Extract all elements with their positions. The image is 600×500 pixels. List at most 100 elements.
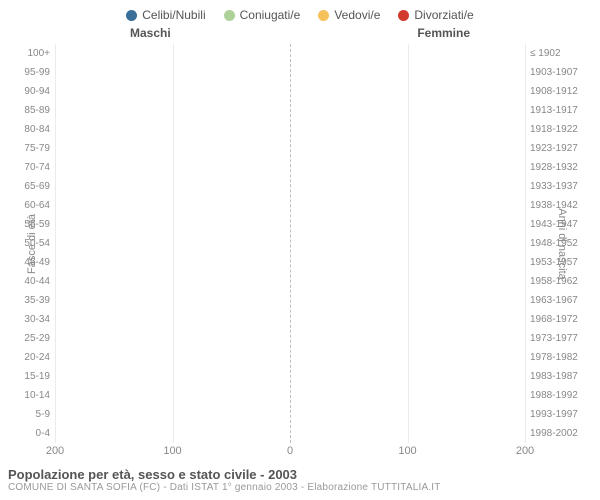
- bar-area: [55, 101, 525, 120]
- year-label: 1918-1922: [530, 124, 600, 135]
- header-male: Maschi: [130, 26, 171, 40]
- year-label: 1973-1977: [530, 333, 600, 344]
- year-label: 1943-1947: [530, 219, 600, 230]
- age-row: 65-69 1933-1937: [0, 177, 600, 196]
- age-label: 10-14: [0, 390, 50, 401]
- age-label: 25-29: [0, 333, 50, 344]
- chart-footer: Popolazione per età, sesso e stato civil…: [0, 461, 600, 493]
- age-label: 30-34: [0, 314, 50, 325]
- age-label: 95-99: [0, 67, 50, 78]
- age-row: 30-34 1968-1972: [0, 310, 600, 329]
- age-row: 95-99 1903-1907: [0, 63, 600, 82]
- bar-area: [55, 234, 525, 253]
- age-row: 35-39 1963-1967: [0, 291, 600, 310]
- plot-area: Fasce di età Anni di nascita 100+≤ 19029…: [0, 44, 600, 443]
- age-row: 25-29 1973-1977: [0, 329, 600, 348]
- legend-swatch: [398, 10, 409, 21]
- bar-area: [55, 348, 525, 367]
- header-female: Femmine: [417, 26, 470, 40]
- age-row: 45-49 1953-1957: [0, 253, 600, 272]
- age-label: 20-24: [0, 352, 50, 363]
- age-row: 20-24 1978-1982: [0, 348, 600, 367]
- chart-title: Popolazione per età, sesso e stato civil…: [8, 467, 592, 482]
- bar-area: [55, 139, 525, 158]
- age-row: 0-4 1998-2002: [0, 424, 600, 443]
- legend-swatch: [224, 10, 235, 21]
- year-label: 1948-1952: [530, 238, 600, 249]
- age-label: 80-84: [0, 124, 50, 135]
- year-label: 1923-1927: [530, 143, 600, 154]
- year-label: 1968-1972: [530, 314, 600, 325]
- age-row: 55-59 1943-1947: [0, 215, 600, 234]
- gender-headers: Maschi Femmine: [0, 26, 600, 44]
- xtick: 100: [398, 445, 416, 457]
- year-label: 1993-1997: [530, 409, 600, 420]
- age-label: 0-4: [0, 428, 50, 439]
- year-label: 1958-1962: [530, 276, 600, 287]
- age-label: 100+: [0, 48, 50, 59]
- xtick: 200: [516, 445, 534, 457]
- x-axis: 2001000100200: [55, 443, 525, 461]
- xtick: 200: [46, 445, 64, 457]
- bar-area: [55, 310, 525, 329]
- age-row: 50-541948-1952: [0, 234, 600, 253]
- age-label: 55-59: [0, 219, 50, 230]
- age-label: 40-44: [0, 276, 50, 287]
- age-row: 75-79 1923-1927: [0, 139, 600, 158]
- bar-area: [55, 158, 525, 177]
- legend-swatch: [126, 10, 137, 21]
- legend: Celibi/Nubili Coniugati/e Vedovi/e Divorzia…: [0, 0, 600, 26]
- year-label: 1903-1907: [530, 67, 600, 78]
- legend-item: Coniugati/e: [224, 8, 301, 22]
- bar-area: [55, 424, 525, 443]
- legend-label: Celibi/Nubili: [142, 8, 205, 22]
- age-label: 90-94: [0, 86, 50, 97]
- year-label: 1908-1912: [530, 86, 600, 97]
- year-label: 1978-1982: [530, 352, 600, 363]
- year-label: 1998-2002: [530, 428, 600, 439]
- year-label: 1953-1957: [530, 257, 600, 268]
- population-pyramid-chart: Celibi/Nubili Coniugati/e Vedovi/e Divorzia…: [0, 0, 600, 500]
- legend-item: Vedovi/e: [318, 8, 380, 22]
- xtick: 100: [163, 445, 181, 457]
- age-row: 60-64 1938-1942: [0, 196, 600, 215]
- age-label: 85-89: [0, 105, 50, 116]
- year-label: 1988-1992: [530, 390, 600, 401]
- age-label: 70-74: [0, 162, 50, 173]
- year-label: 1983-1987: [530, 371, 600, 382]
- age-row: 15-19 1983-1987: [0, 367, 600, 386]
- bar-area: [55, 367, 525, 386]
- year-label: 1938-1942: [530, 200, 600, 211]
- year-label: ≤ 1902: [530, 48, 600, 59]
- age-label: 65-69: [0, 181, 50, 192]
- bar-area: [55, 82, 525, 101]
- year-label: 1963-1967: [530, 295, 600, 306]
- bar-area: [55, 272, 525, 291]
- bar-area: [55, 329, 525, 348]
- age-row: 40-44 1958-1962: [0, 272, 600, 291]
- bar-area: [55, 291, 525, 310]
- legend-label: Divorziati/e: [414, 8, 473, 22]
- bar-area: [55, 63, 525, 82]
- age-label: 5-9: [0, 409, 50, 420]
- bar-area: [55, 177, 525, 196]
- legend-swatch: [318, 10, 329, 21]
- bar-area: [55, 386, 525, 405]
- chart-subtitle: COMUNE DI SANTA SOFIA (FC) - Dati ISTAT …: [8, 482, 592, 493]
- age-row: 90-94 1908-1912: [0, 82, 600, 101]
- legend-item: Celibi/Nubili: [126, 8, 205, 22]
- age-label: 35-39: [0, 295, 50, 306]
- age-label: 45-49: [0, 257, 50, 268]
- bar-area: [55, 215, 525, 234]
- age-row: 10-14 1988-1992: [0, 386, 600, 405]
- age-label: 75-79: [0, 143, 50, 154]
- bar-area: [55, 253, 525, 272]
- age-row: 85-89 1913-1917: [0, 101, 600, 120]
- year-label: 1933-1937: [530, 181, 600, 192]
- year-label: 1928-1932: [530, 162, 600, 173]
- age-label: 60-64: [0, 200, 50, 211]
- year-label: 1913-1917: [530, 105, 600, 116]
- bar-area: [55, 120, 525, 139]
- legend-label: Vedovi/e: [334, 8, 380, 22]
- age-label: 15-19: [0, 371, 50, 382]
